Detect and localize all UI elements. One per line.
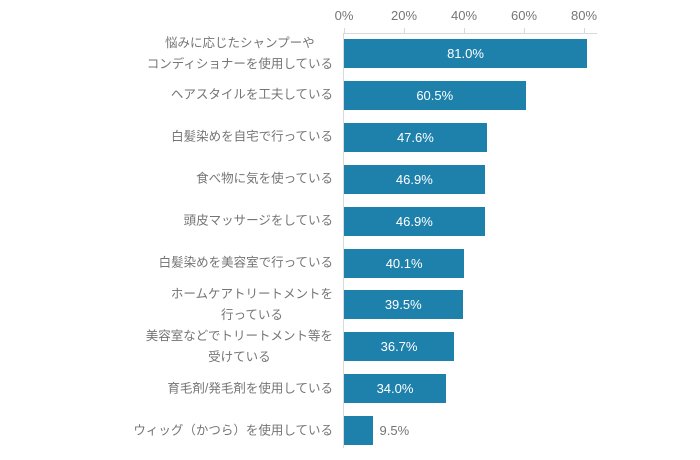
bar: [344, 164, 485, 194]
value-label: 39.5%: [384, 297, 422, 313]
value-label: 40.1%: [385, 255, 423, 271]
x-tick-label: 0%: [334, 8, 354, 23]
x-tick-mark: [584, 28, 585, 34]
bar: [344, 290, 463, 320]
bar: [344, 416, 373, 446]
bar: [344, 80, 526, 110]
value-label: 81.0%: [447, 46, 484, 61]
category-label: 悩みに応じたシャンプーや コンディショナーを使用している: [146, 35, 333, 71]
bar: [344, 206, 485, 236]
category-label: 美容室などでトリートメント等を 受けている: [145, 328, 333, 364]
bar-row: 美容室などでトリートメント等を 受けている 36.7%: [0, 329, 700, 364]
x-tick-mark: [464, 28, 465, 34]
value-label: 47.6%: [396, 129, 434, 145]
bar-row: ヘアスタイルを工夫している 60.5%: [0, 80, 700, 110]
category-label: 育毛剤/発毛剤を使用している: [167, 381, 333, 396]
x-tick-label: 20%: [390, 8, 418, 23]
bar-row: 頭皮マッサージをしている 46.9%: [0, 206, 700, 236]
value-label: 36.7%: [380, 339, 418, 355]
bar-row: ホームケアトリートメントを 行っている 39.5%: [0, 287, 700, 322]
value-label: 46.9%: [395, 171, 433, 187]
bar-row: 白髪染めを美容室で行っている 40.1%: [0, 248, 700, 278]
bar-row: 悩みに応じたシャンプーや コンディショナーを使用している 81.0%: [0, 36, 700, 71]
bar: [344, 374, 446, 404]
bar-row: 食べ物に気を使っている 46.9%: [0, 164, 700, 194]
category-label: 頭皮マッサージをしている: [183, 213, 333, 228]
x-tick-label: 80%: [570, 8, 598, 23]
x-tick-mark: [344, 28, 345, 34]
value-label: 60.5%: [416, 87, 454, 103]
category-label: ウィッグ（かつら）を使用している: [133, 423, 333, 438]
category-label: ヘアスタイルを工夫している: [170, 87, 333, 102]
x-tick-mark: [524, 28, 525, 34]
x-tick-label: 40%: [450, 8, 478, 23]
bar-row: ウィッグ（かつら）を使用している 9.5%: [0, 416, 700, 446]
bar: [344, 39, 587, 68]
bar: [344, 332, 455, 362]
category-label: 食べ物に気を使っている: [196, 171, 333, 186]
value-label: 9.5%: [379, 423, 410, 439]
bar: [344, 122, 487, 152]
value-label: 46.9%: [395, 213, 433, 229]
x-tick-mark: [404, 28, 405, 34]
category-label: 白髪染めを美容室で行っている: [158, 255, 333, 270]
y-axis-line: [343, 33, 344, 448]
x-axis-line: [343, 33, 597, 34]
x-tick-label: 60%: [510, 8, 538, 23]
bar: [344, 248, 465, 278]
bar-row: 育毛剤/発毛剤を使用している 34.0%: [0, 374, 700, 404]
category-label: ホームケアトリートメントを 行っている: [170, 286, 333, 322]
bar-row: 白髪染めを自宅で行っている 47.6%: [0, 122, 700, 152]
value-label: 34.0%: [376, 381, 414, 397]
category-label: 白髪染めを自宅で行っている: [171, 129, 333, 144]
